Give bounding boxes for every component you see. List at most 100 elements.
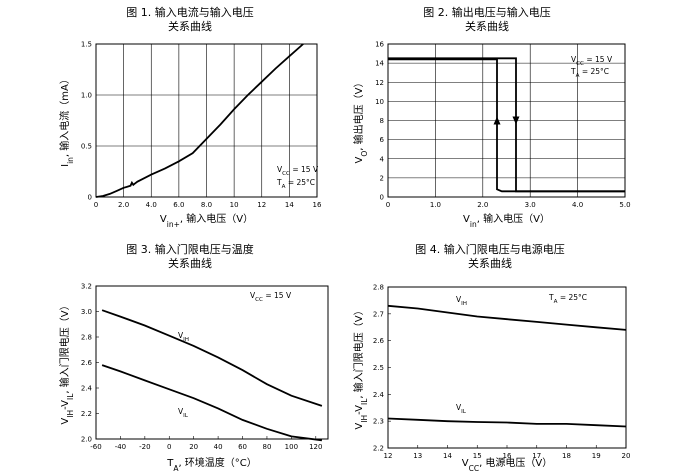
down-arrow-icon: [512, 116, 520, 125]
plot-frame: [387, 286, 627, 449]
series-line-1: [95, 43, 304, 198]
y-tick-label: 3.2: [81, 283, 92, 291]
x-tick-label: 100: [285, 443, 298, 451]
y-tick-label: 2.2: [373, 445, 384, 453]
x-tick-label: 16: [503, 452, 512, 460]
condition-annotation: VCC = 15 V: [277, 165, 319, 177]
y-tick-label: 2.3: [373, 418, 384, 426]
y-tick-label: 2.4: [81, 385, 93, 393]
y-tick-label: 8: [380, 117, 384, 125]
y-tick-label: 2.4: [373, 391, 385, 399]
x-tick-label: 40: [214, 443, 223, 451]
y-tick-label: 2.0: [81, 436, 92, 444]
x-tick-label: 14: [285, 201, 294, 209]
y-tick-label: 2.2: [81, 410, 92, 418]
y-tick-label: 16: [375, 41, 384, 49]
x-tick-label: 1.0: [430, 201, 441, 209]
series-label: VIL: [456, 403, 467, 415]
up-arrow-icon: [493, 116, 501, 125]
chart-title: 图 2. 输出电压与输入电压: [423, 5, 551, 19]
y-tick-label: 4: [380, 155, 385, 163]
y-tick-label: 2.6: [81, 359, 93, 367]
plot-frame: [95, 285, 329, 440]
x-tick-label: -60: [90, 443, 101, 451]
y-tick-label: 0: [380, 194, 384, 202]
x-tick-label: 0: [386, 201, 390, 209]
y-tick-label: 14: [375, 60, 384, 68]
condition-annotation: TA = 25°C: [276, 178, 315, 190]
y-tick-label: 12: [375, 79, 384, 87]
series-line-1: [101, 309, 323, 407]
x-tick-label: 18: [562, 452, 571, 460]
x-tick-label: 20: [622, 452, 631, 460]
x-tick-label: 3.0: [525, 201, 536, 209]
series-line-1: [387, 304, 627, 331]
chart-subtitle: 关系曲线: [468, 256, 512, 270]
x-tick-label: -20: [139, 443, 150, 451]
x-tick-label: 120: [309, 443, 322, 451]
y-axis-label: Iin, 输入电流（mA）: [58, 74, 75, 167]
x-tick-label: 8.0: [201, 201, 212, 209]
x-tick-label: -40: [115, 443, 126, 451]
x-tick-label: 0: [167, 443, 171, 451]
x-axis-label: TA, 环境温度（°C）: [166, 456, 257, 471]
x-tick-label: 4.0: [572, 201, 583, 209]
y-axis-label: VIH-VIL, 输入门限电压（V）: [352, 305, 369, 429]
x-tick-label: 6.0: [173, 201, 184, 209]
y-tick-label: 0: [88, 194, 92, 202]
x-axis-label: Vin+, 输入电压（V）: [160, 212, 253, 229]
y-tick-label: 1.5: [81, 41, 92, 49]
y-axis-label: VIH-VIL, 输入门限电压（V）: [58, 300, 75, 424]
y-tick-label: 2.8: [81, 334, 92, 342]
chart-subtitle: 关系曲线: [168, 256, 212, 270]
y-tick-label: 1.0: [81, 92, 92, 100]
x-tick-label: 4.0: [146, 201, 157, 209]
x-axis-label: VCC, 电源电压（V）: [462, 456, 553, 471]
x-tick-label: 0: [94, 201, 98, 209]
y-tick-label: 3.0: [81, 308, 92, 316]
condition-annotation: VCC = 15 V: [250, 291, 292, 303]
plot-frame: [387, 43, 626, 198]
y-tick-label: 2.7: [373, 310, 384, 318]
x-tick-label: 17: [532, 452, 541, 460]
plot-frame: [95, 43, 318, 198]
series-line-1: [388, 57, 625, 193]
y-tick-label: 10: [375, 98, 384, 106]
x-tick-label: 13: [413, 452, 422, 460]
series-line-2: [387, 417, 627, 428]
condition-annotation: TA = 25°C: [548, 293, 587, 305]
series-label: VIH: [178, 331, 189, 343]
series-line-2: [101, 364, 323, 442]
y-tick-label: 2.8: [373, 284, 384, 292]
x-tick-label: 16: [313, 201, 322, 209]
x-tick-label: 12: [384, 452, 393, 460]
x-tick-label: 2.0: [477, 201, 488, 209]
y-tick-label: 6: [380, 136, 385, 144]
x-tick-label: 14: [443, 452, 452, 460]
condition-annotation: VCC = 15 V: [571, 55, 613, 67]
chart-subtitle: 关系曲线: [168, 19, 212, 33]
series-line-2: [388, 58, 625, 193]
chart-subtitle: 关系曲线: [465, 19, 509, 33]
chart-title: 图 3. 输入门限电压与温度: [126, 242, 254, 256]
y-tick-label: 2.6: [373, 337, 385, 345]
x-tick-label: 60: [238, 443, 247, 451]
x-tick-label: 2.0: [118, 201, 129, 209]
x-tick-label: 5.0: [619, 201, 630, 209]
x-tick-label: 15: [473, 452, 482, 460]
y-tick-label: 2: [380, 174, 384, 182]
condition-annotation: TA = 25°C: [570, 67, 609, 79]
y-tick-label: 2.5: [373, 364, 384, 372]
chart-title: 图 1. 输入电流与输入电压: [126, 5, 254, 19]
x-axis-label: Vin, 输入电压（V）: [463, 212, 550, 229]
y-axis-label: VO, 输出电压（V）: [352, 78, 369, 164]
y-tick-label: 0.5: [81, 143, 92, 151]
x-tick-label: 10: [230, 201, 239, 209]
series-label: VIH: [456, 295, 467, 307]
x-tick-label: 19: [592, 452, 601, 460]
